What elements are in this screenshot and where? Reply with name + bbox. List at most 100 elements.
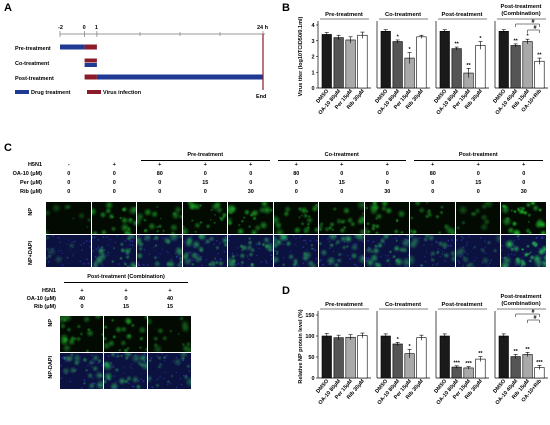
param-value: 0: [80, 304, 84, 310]
timeline-row-label: Post-treatment: [15, 76, 54, 82]
y-axis-label: Virus titer (log10TCID50/0.1ml): [298, 17, 304, 97]
significance-mark: ***: [453, 360, 460, 366]
param-value: 0: [476, 171, 480, 177]
param-value: 0: [385, 180, 389, 186]
param-value: 0: [385, 171, 389, 177]
param-value: +: [112, 162, 116, 168]
param-value: 0: [294, 189, 298, 195]
param-value: 0: [340, 189, 344, 195]
np-dapi-image: [228, 235, 273, 267]
significance-mark: *: [397, 34, 400, 40]
group-title: Post-treatment (Combination): [87, 274, 165, 280]
group-title: Post-treatment: [442, 12, 483, 18]
param-value: +: [340, 162, 344, 168]
bar: [345, 336, 356, 379]
param-value: 0: [112, 189, 116, 195]
bar: [416, 36, 427, 89]
param-value: 15: [166, 304, 174, 310]
np-image: [455, 202, 500, 234]
end-label: End: [256, 94, 266, 100]
image-row-label: NP: [48, 319, 54, 327]
np-image: [228, 202, 273, 234]
significance-mark: *: [397, 337, 400, 343]
bracket-mark: #: [532, 19, 535, 25]
np-image: [137, 202, 182, 234]
group-title: Pre-treatment: [187, 152, 224, 158]
np-dapi-image: [91, 235, 136, 267]
timeline-tick-label: 0: [83, 25, 86, 31]
param-value: -: [67, 162, 70, 168]
np-dapi-image: [364, 235, 409, 267]
bar: [439, 30, 450, 89]
y-tick-label: 0: [311, 376, 314, 382]
np-dapi-image: [46, 235, 91, 267]
bar: [392, 41, 403, 89]
drug-segment: [84, 63, 97, 67]
group-title-rule: [414, 160, 543, 161]
bar: [475, 45, 486, 89]
bar: [321, 34, 332, 89]
comparison-bracket: [515, 313, 540, 317]
significance-mark: *: [526, 34, 529, 40]
timeline-tick-label: 24 h: [257, 25, 269, 31]
group-title-rule: [64, 282, 188, 283]
group-title: Post-treatment: [442, 302, 483, 308]
legend-label: Drug treatment: [31, 90, 71, 96]
significance-mark: **: [525, 347, 530, 353]
group-title-rule: [141, 160, 270, 161]
group-title: (Combination): [501, 11, 540, 17]
param-value: 0: [67, 180, 71, 186]
np-image: [91, 202, 136, 234]
param-value: 0: [158, 189, 162, 195]
bar: [522, 354, 533, 379]
group-title: Post-treatment: [501, 294, 542, 300]
y-tick-label: 1: [311, 70, 314, 76]
bar: [345, 39, 356, 89]
np-protein-chart: Relative NP protein level (%) 0 50 100 150 Pr…: [298, 294, 548, 406]
param-value: 0: [67, 189, 71, 195]
param-row-label: H5N1: [27, 162, 42, 168]
significance-mark: **: [455, 42, 460, 48]
group-title: Co-treatment: [385, 302, 421, 308]
legend-label: Virus infection: [103, 90, 142, 96]
significance-mark: *: [479, 36, 482, 42]
significance-mark: ***: [536, 360, 543, 366]
np-dapi-image: [273, 235, 318, 267]
param-value: 0: [112, 180, 116, 186]
param-value: 15: [338, 180, 345, 186]
param-value: +: [294, 162, 298, 168]
timeline-tick-label: -2: [58, 25, 63, 31]
param-row-label: OA-10 (μM): [26, 296, 56, 302]
bar: [522, 41, 533, 89]
np-image: [410, 202, 455, 234]
panel-label-a: A: [4, 2, 12, 14]
param-value: 0: [203, 171, 207, 177]
param-value: 40: [78, 296, 86, 302]
bar: [451, 48, 462, 89]
bracket-mark: #: [534, 25, 537, 31]
bar: [510, 45, 521, 89]
param-value: 0: [112, 171, 116, 177]
bar: [416, 337, 427, 379]
param-value: +: [203, 162, 207, 168]
np-image: [501, 202, 546, 234]
drug-segment: [96, 74, 264, 80]
param-value: 80: [429, 171, 436, 177]
y-tick-label: 0: [311, 86, 314, 92]
np-image: [273, 202, 318, 234]
timeline-row-label: Pre-treatment: [15, 46, 51, 52]
bar: [357, 34, 368, 89]
param-value: +: [385, 162, 389, 168]
bar: [439, 335, 450, 379]
group-title: Post-treatment: [501, 4, 542, 10]
y-axis-label: Relative NP protein level (%): [298, 309, 304, 383]
group-title: Co-treatment: [324, 152, 359, 158]
group-title: Pre-treatment: [325, 302, 363, 308]
bar: [333, 337, 344, 379]
np-dapi-image: [137, 235, 182, 267]
np-image: [364, 202, 409, 234]
np-image: [182, 202, 227, 234]
param-value: 0: [158, 180, 162, 186]
np-dapi-image: [319, 235, 364, 267]
param-value: 30: [520, 189, 527, 195]
